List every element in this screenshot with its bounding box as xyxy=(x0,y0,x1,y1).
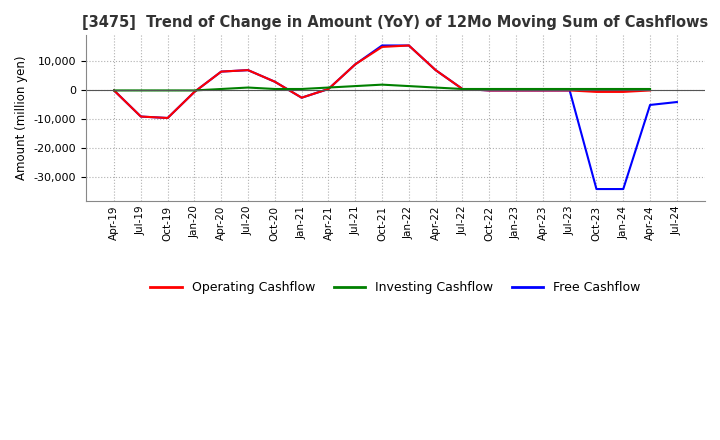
Operating Cashflow xyxy=(324,86,333,92)
Investing Cashflow xyxy=(512,86,521,92)
Investing Cashflow xyxy=(431,85,440,90)
Operating Cashflow xyxy=(137,114,145,119)
Free Cashflow xyxy=(619,187,628,192)
Line: Investing Cashflow: Investing Cashflow xyxy=(114,84,650,91)
Legend: Operating Cashflow, Investing Cashflow, Free Cashflow: Operating Cashflow, Investing Cashflow, … xyxy=(145,276,646,299)
Operating Cashflow xyxy=(646,88,654,93)
Operating Cashflow xyxy=(351,62,359,67)
Investing Cashflow xyxy=(619,86,628,92)
Free Cashflow xyxy=(217,69,225,74)
Y-axis label: Amount (million yen): Amount (million yen) xyxy=(15,56,28,180)
Operating Cashflow xyxy=(244,67,253,73)
Investing Cashflow xyxy=(324,85,333,90)
Investing Cashflow xyxy=(646,86,654,92)
Investing Cashflow xyxy=(297,86,306,92)
Investing Cashflow xyxy=(405,84,413,89)
Line: Operating Cashflow: Operating Cashflow xyxy=(114,45,650,118)
Investing Cashflow xyxy=(592,86,600,92)
Free Cashflow xyxy=(378,43,387,48)
Investing Cashflow xyxy=(378,82,387,87)
Operating Cashflow xyxy=(565,88,574,93)
Line: Free Cashflow: Free Cashflow xyxy=(114,45,677,189)
Free Cashflow xyxy=(244,67,253,73)
Free Cashflow xyxy=(351,62,359,67)
Operating Cashflow xyxy=(405,43,413,48)
Investing Cashflow xyxy=(271,86,279,92)
Free Cashflow xyxy=(485,88,494,93)
Operating Cashflow xyxy=(217,69,225,74)
Free Cashflow xyxy=(405,43,413,48)
Free Cashflow xyxy=(109,88,118,93)
Investing Cashflow xyxy=(539,86,547,92)
Free Cashflow xyxy=(565,88,574,93)
Investing Cashflow xyxy=(163,88,172,93)
Operating Cashflow xyxy=(109,88,118,93)
Free Cashflow xyxy=(592,187,600,192)
Free Cashflow xyxy=(190,89,199,95)
Investing Cashflow xyxy=(137,88,145,93)
Free Cashflow xyxy=(512,88,521,93)
Operating Cashflow xyxy=(458,86,467,92)
Operating Cashflow xyxy=(485,88,494,93)
Free Cashflow xyxy=(672,99,681,105)
Title: [3475]  Trend of Change in Amount (YoY) of 12Mo Moving Sum of Cashflows: [3475] Trend of Change in Amount (YoY) o… xyxy=(82,15,708,30)
Free Cashflow xyxy=(646,103,654,108)
Free Cashflow xyxy=(539,88,547,93)
Operating Cashflow xyxy=(271,79,279,84)
Investing Cashflow xyxy=(458,86,467,92)
Operating Cashflow xyxy=(592,89,600,95)
Free Cashflow xyxy=(324,86,333,92)
Investing Cashflow xyxy=(485,86,494,92)
Operating Cashflow xyxy=(539,88,547,93)
Free Cashflow xyxy=(431,67,440,73)
Operating Cashflow xyxy=(163,115,172,121)
Operating Cashflow xyxy=(297,95,306,100)
Operating Cashflow xyxy=(190,89,199,95)
Investing Cashflow xyxy=(565,86,574,92)
Operating Cashflow xyxy=(431,67,440,73)
Operating Cashflow xyxy=(619,89,628,95)
Investing Cashflow xyxy=(244,85,253,90)
Investing Cashflow xyxy=(190,88,199,93)
Free Cashflow xyxy=(137,114,145,119)
Free Cashflow xyxy=(271,79,279,84)
Investing Cashflow xyxy=(351,84,359,89)
Free Cashflow xyxy=(297,95,306,100)
Free Cashflow xyxy=(458,86,467,92)
Operating Cashflow xyxy=(378,44,387,50)
Investing Cashflow xyxy=(217,86,225,92)
Operating Cashflow xyxy=(512,88,521,93)
Investing Cashflow xyxy=(109,88,118,93)
Free Cashflow xyxy=(163,115,172,121)
